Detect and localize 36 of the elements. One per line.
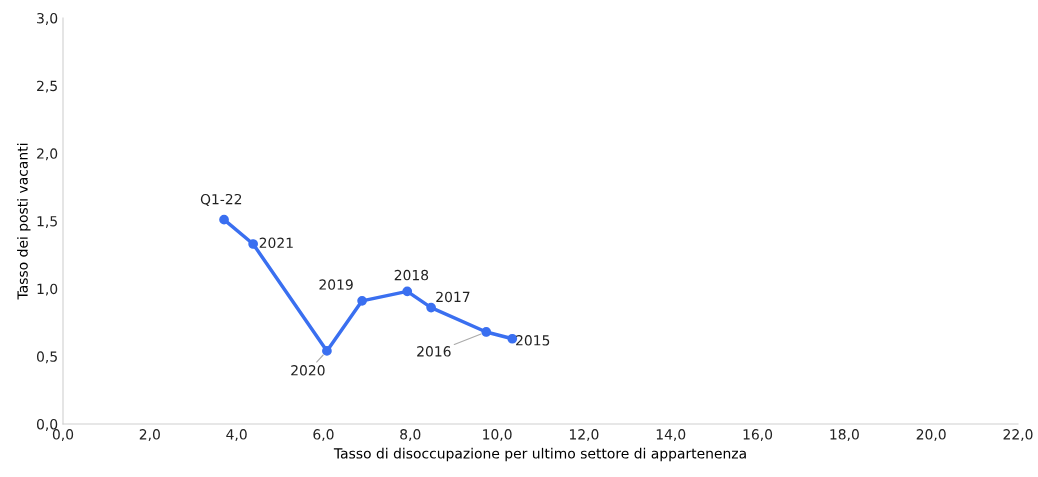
- x-tick-label: 18,0: [830, 429, 859, 442]
- annotation: 2018: [394, 269, 429, 281]
- x-tick-label: 20,0: [916, 429, 946, 442]
- annotation: 2019: [319, 279, 353, 290]
- x-tick-label: 14,0: [656, 429, 686, 442]
- x-tick-label: 10,0: [483, 429, 512, 442]
- y-tick-label: 3,0: [37, 12, 58, 25]
- x-tick-label: 8,0: [400, 429, 421, 442]
- point: [402, 286, 413, 297]
- y-axis-title: Tasso dei posti vacanti: [17, 143, 31, 300]
- point: [248, 239, 258, 249]
- x-tick-label: 6,0: [313, 429, 334, 442]
- point: [426, 302, 436, 313]
- annotation: 2021: [259, 237, 293, 249]
- point: [322, 346, 332, 356]
- y-tick-label: 0,5: [36, 351, 57, 364]
- x-axis-title: Tasso di disoccupazione per ultimo settore di appartenenza: [333, 447, 746, 462]
- annotation: 2016: [417, 346, 451, 357]
- x-tick-label: 22,0: [1003, 429, 1033, 442]
- y-tick-label: 1,0: [37, 283, 58, 296]
- point: [357, 295, 367, 306]
- x-tick-label: 16,0: [743, 429, 773, 442]
- point: [219, 214, 229, 225]
- annotation: 2015: [516, 335, 550, 346]
- annotation: 2020: [291, 365, 325, 376]
- x-tick-label: 0,0: [52, 429, 74, 442]
- y-tick-label: 2,5: [37, 80, 57, 93]
- x-tick-label: 2,0: [139, 429, 160, 442]
- annotation: Q1-22: [200, 193, 242, 207]
- x-tick-label: 4,0: [226, 429, 247, 442]
- point: [481, 327, 492, 337]
- annotation: 2017: [436, 291, 470, 303]
- y-tick-label: 0,0: [36, 418, 58, 431]
- y-tick-label: 1,5: [37, 216, 57, 228]
- y-tick-label: 2,0: [37, 148, 58, 161]
- x-tick-label: 12,0: [569, 429, 599, 442]
